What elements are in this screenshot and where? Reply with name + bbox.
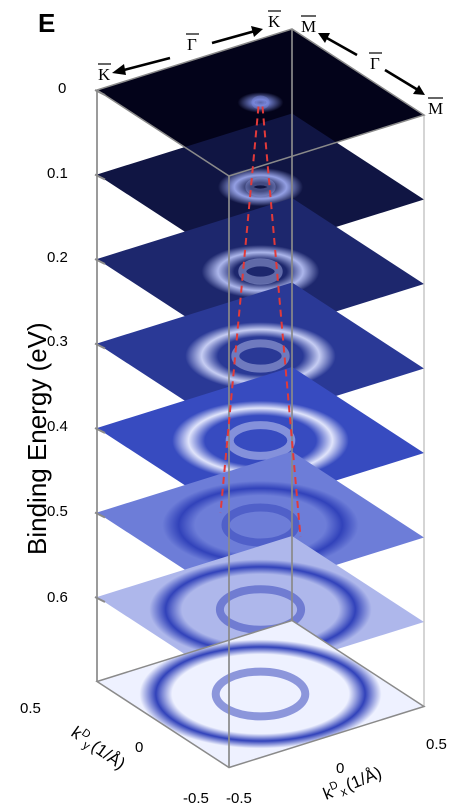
energy-tick-marks [94, 89, 106, 603]
gamma-label-left: Γ [187, 35, 197, 54]
svg-text:kDy(1/Å): kDy(1/Å) [67, 722, 130, 775]
energy-tick-mark [94, 511, 106, 519]
arrow-k-left [119, 56, 171, 73]
arrow-m-top [324, 35, 358, 57]
energy-layer-map [97, 198, 424, 345]
ky-tick-label: 0 [135, 739, 143, 756]
energy-tick-label: 0 [58, 80, 66, 97]
energy-layer-ring [231, 339, 290, 373]
energy-tick-mark [94, 89, 106, 96]
kx-tick-label: -0.5 [226, 790, 252, 807]
direction-annotations: K Γ K M Γ M [98, 10, 443, 118]
kx-tick-label: 0 [336, 760, 344, 777]
kx-axis-unit: (1/Å) [343, 763, 384, 794]
energy-layer-ring [221, 503, 300, 547]
energy-tick-mark [94, 342, 106, 350]
energy-layer-map [97, 113, 424, 261]
kx-axis-title: kDx(1/Å) [320, 762, 385, 805]
dispersion-guide-line [219, 106, 260, 514]
ky-axis-unit: (1/Å) [88, 737, 129, 774]
energy-tick-mark [94, 173, 106, 181]
energy-layer-map [97, 536, 424, 683]
energy-tick-mark [94, 258, 106, 265]
dispersion-guide-lines [219, 106, 302, 538]
energy-layer-map [97, 620, 424, 768]
ky-tick-label: 0.5 [20, 700, 41, 717]
energy-layer-ring [211, 667, 310, 721]
kx-tick-label: 0.5 [426, 736, 447, 753]
energy-tick-label: 0.1 [47, 165, 68, 182]
kx-axis-sub: x [338, 784, 349, 799]
energy-tick-mark [94, 427, 106, 434]
ky-axis-title: kDy(1/Å) [67, 722, 130, 775]
energy-layer-ring [238, 258, 283, 285]
energy-layer-ring [251, 95, 270, 110]
energy-layer-map [97, 367, 424, 514]
ky-tick-label: -0.5 [183, 790, 209, 807]
energy-layer-map [97, 282, 424, 430]
k-label-right: K [268, 12, 281, 31]
energy-tick-mark [94, 596, 106, 603]
binding-energy-axis-title: Binding Energy (eV) [22, 322, 52, 555]
svg-text:kDx(1/Å): kDx(1/Å) [320, 762, 385, 805]
gamma-label-right: Γ [370, 54, 380, 73]
m-label-top: M [301, 17, 316, 36]
box-frame [95, 28, 426, 769]
energy-layer-ring [245, 177, 276, 197]
panel-letter: E [38, 8, 55, 38]
energy-layers [97, 29, 424, 768]
arrow-m-bottom [384, 68, 419, 92]
dispersion-guide-line [261, 106, 302, 538]
frame-face-outline [95, 28, 426, 177]
arrow-k-right [211, 29, 256, 45]
m-label-bottom: M [428, 99, 443, 118]
energy-layer-map [97, 451, 424, 599]
energy-tick-label: 0.2 [47, 249, 68, 266]
frame-face-outline [95, 619, 426, 769]
energy-tick-label: 0.6 [47, 589, 68, 606]
energy-tick-label: 0.5 [47, 503, 68, 520]
energy-tick-label: 0.3 [47, 333, 68, 350]
energy-tick-label: 0.4 [47, 418, 68, 435]
k-label-left: K [98, 65, 111, 84]
kx-axis-sup: D [328, 779, 340, 793]
